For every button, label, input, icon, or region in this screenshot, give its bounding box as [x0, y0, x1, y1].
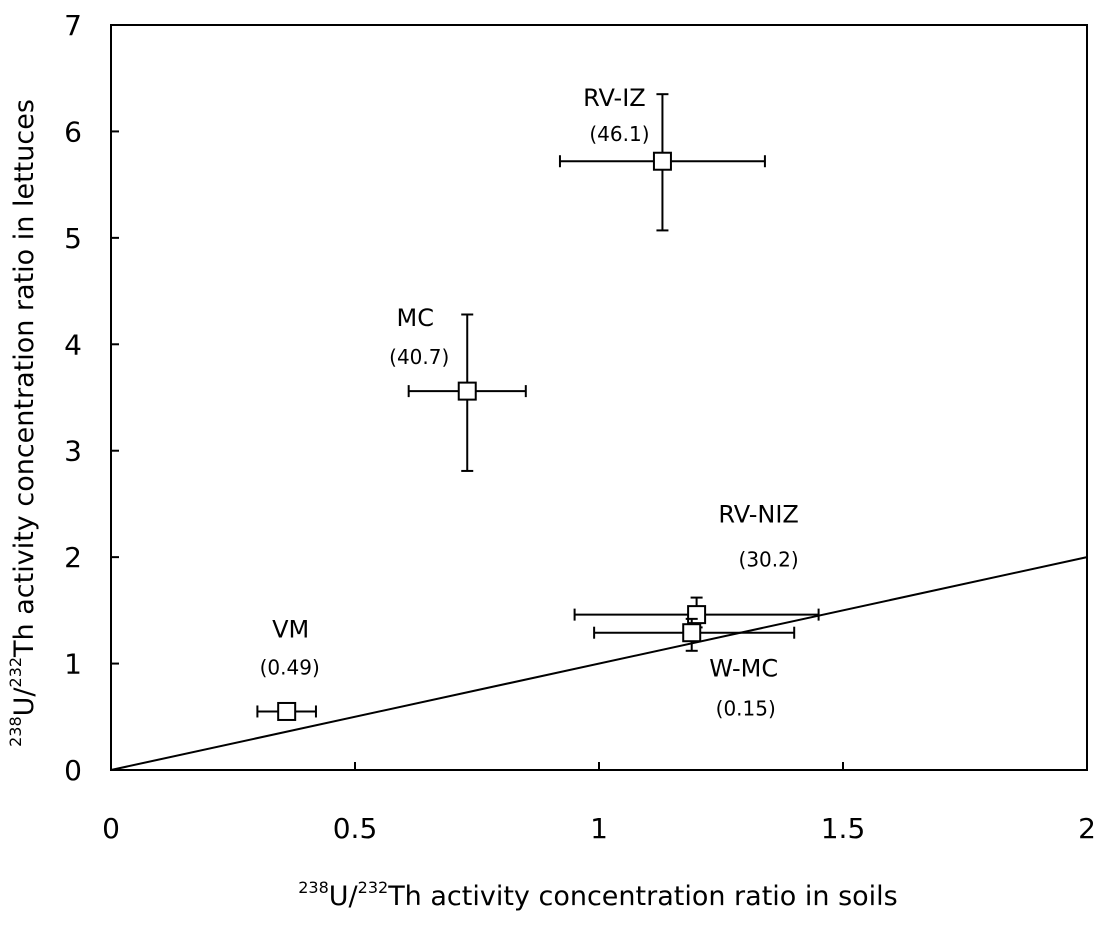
square-marker: [682, 623, 702, 643]
point-value-label: (40.7): [389, 345, 449, 369]
y-axis-title-el1: U/: [9, 687, 40, 717]
x-axis-title-rest: Th activity concentration ratio in soils: [387, 881, 898, 912]
y-tick-label: 5: [64, 222, 82, 255]
y-tick-label: 0: [64, 754, 82, 787]
x-tick-label: 1: [590, 812, 608, 845]
x-axis-title: 238U/232Th activity concentration ratio …: [298, 878, 898, 912]
y-axis-title: 238U/232Th activity concentration ratio …: [6, 99, 40, 747]
y-axis-title-iso2: 232: [6, 657, 25, 688]
square-marker: [457, 381, 477, 401]
plot-area-frame: [110, 24, 1088, 771]
data-point-mc: MC (40.7): [389, 304, 527, 472]
square-marker: [687, 605, 707, 625]
point-value-label: (0.49): [260, 655, 320, 679]
y-axis-title-iso1: 238: [6, 716, 25, 747]
point-label: W-MC: [709, 655, 778, 683]
y-axis-title-rest: Th activity concentration ratio in lettu…: [9, 99, 40, 658]
data-point-rv-niz: RV-NIZ (30.2): [573, 501, 820, 629]
data-point-w-mc: W-MC (0.15): [593, 617, 796, 721]
point-label: MC: [397, 304, 434, 332]
x-tick-label: 2: [1078, 812, 1096, 845]
reference-line-1to1: [110, 556, 1088, 771]
y-tick-label: 2: [64, 541, 82, 574]
x-axis-title-el1: U/: [329, 881, 359, 912]
y-tick-label: 4: [64, 328, 82, 361]
x-axis-ticks: 0 0.5 1 1.5 2: [102, 762, 1096, 845]
point-value-label: (0.15): [716, 697, 776, 721]
square-marker: [277, 701, 297, 721]
x-tick-label: 0.5: [333, 812, 378, 845]
point-label: VM: [272, 615, 309, 643]
x-tick-label: 1.5: [821, 812, 866, 845]
point-value-label: (30.2): [739, 548, 799, 572]
data-points: RV-IZ (46.1) MC (40.7) RV-NIZ (30.2) W-MC (0.15…: [256, 84, 820, 721]
y-tick-label: 1: [64, 648, 82, 681]
data-point-rv-iz: RV-IZ (46.1): [558, 84, 766, 232]
y-tick-label: 7: [64, 9, 82, 42]
y-tick-label: 3: [64, 435, 82, 468]
point-value-label: (46.1): [589, 122, 649, 146]
x-tick-label: 0: [102, 812, 120, 845]
data-point-vm: VM (0.49): [256, 615, 320, 721]
point-label: RV-IZ: [583, 84, 646, 112]
x-axis-title-iso2: 232: [358, 878, 389, 897]
y-tick-label: 6: [64, 115, 82, 148]
square-marker: [652, 151, 672, 171]
point-label: RV-NIZ: [718, 501, 799, 529]
x-axis-title-iso1: 238: [298, 878, 329, 897]
y-axis-ticks: 0 1 2 3 4 5 6 7: [64, 9, 119, 787]
